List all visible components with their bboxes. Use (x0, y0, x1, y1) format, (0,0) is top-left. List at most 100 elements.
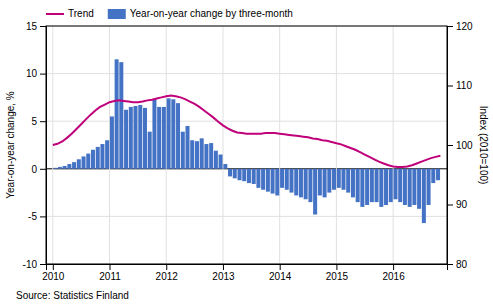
x-axis: 2010201120122013201420152016 (42, 264, 447, 282)
bar (152, 99, 156, 168)
bar (417, 169, 421, 209)
bar (308, 169, 312, 202)
tick-label: 120 (456, 21, 473, 32)
tick: 2011 (99, 264, 121, 282)
tick-label: 100 (456, 140, 473, 151)
bar (195, 141, 199, 169)
bar (271, 169, 275, 194)
tick-label: -10 (23, 259, 38, 270)
bar (105, 140, 109, 169)
tick: 2014 (269, 264, 292, 282)
bar (53, 167, 57, 169)
bar (346, 169, 350, 193)
grid-line (166, 26, 167, 264)
bar (171, 99, 175, 168)
grid (46, 26, 447, 264)
bar (77, 159, 81, 169)
bar (167, 98, 171, 168)
bar (100, 144, 104, 169)
bar (403, 169, 407, 205)
bar (186, 126, 190, 169)
tick-mark (280, 264, 281, 270)
tick-label: 5 (31, 116, 37, 127)
y2-axis: 8090100110120 (447, 21, 473, 270)
bar (129, 107, 133, 169)
bar (72, 162, 76, 169)
bar (351, 169, 355, 198)
tick: -10 (23, 259, 46, 270)
bar (82, 156, 86, 168)
legend-item: Trend (46, 8, 94, 19)
bar (323, 169, 327, 198)
tick-label: 0 (31, 164, 37, 175)
bar (261, 169, 265, 190)
tick: 15 (26, 21, 46, 32)
x-axis-line (47, 265, 448, 271)
grid-line (46, 216, 447, 217)
bar (119, 62, 123, 169)
tick-label: 2015 (326, 271, 349, 282)
bar (162, 107, 166, 169)
bar (96, 147, 100, 169)
tick-mark (40, 169, 46, 170)
tick: 2010 (42, 264, 65, 282)
tick-mark (166, 264, 167, 270)
tick: 2016 (382, 264, 405, 282)
tick-mark (40, 26, 46, 27)
y2-axis-line (448, 27, 454, 265)
legend: TrendYear-on-year change by three-month (46, 8, 293, 19)
tick-mark (40, 121, 46, 122)
bar (337, 169, 341, 188)
tick-mark (447, 26, 453, 27)
bar (313, 169, 317, 215)
bar (408, 169, 412, 207)
bar (67, 164, 71, 169)
bar (181, 132, 185, 169)
bar (124, 110, 128, 169)
tick: 80 (447, 259, 468, 270)
legend-swatch (108, 9, 126, 19)
tick-mark (223, 264, 224, 270)
tick: 110 (447, 80, 472, 91)
tick-label: 2016 (382, 271, 405, 282)
grid-line (46, 121, 447, 122)
bars (53, 59, 440, 223)
bar (228, 169, 232, 177)
tick-label: 110 (456, 80, 472, 91)
bar (209, 143, 213, 169)
bar (356, 169, 360, 202)
bar (91, 150, 95, 169)
tick-label: 80 (456, 259, 468, 270)
tick-label: 15 (26, 21, 38, 32)
grid-line (279, 26, 280, 264)
tick: 5 (31, 116, 46, 127)
grid-line (393, 26, 394, 264)
chart: 2010201120122013201420152016-10-50510158… (0, 0, 493, 304)
bar (280, 169, 284, 188)
tick-mark (110, 264, 111, 270)
bar (299, 169, 303, 198)
tick-mark (447, 86, 453, 87)
lines (53, 96, 441, 167)
tick: -5 (28, 211, 46, 222)
bar (360, 169, 364, 207)
bar (238, 169, 242, 180)
bar (379, 169, 383, 207)
bar (247, 169, 251, 183)
tick-mark (447, 205, 453, 206)
bar (223, 164, 227, 169)
grid-line (109, 26, 110, 264)
bar (389, 169, 393, 202)
bar (289, 169, 293, 193)
bar (384, 169, 388, 205)
y-axis-title: Year-on-year change, % (5, 91, 16, 199)
bar (190, 140, 194, 169)
bar (431, 169, 435, 183)
tick-mark (40, 264, 46, 265)
bar (332, 169, 336, 190)
y-axis: -10-5051015 (23, 21, 47, 270)
bar (412, 169, 416, 205)
tick: 0 (31, 164, 46, 175)
tick: 120 (447, 21, 473, 32)
legend-swatch (46, 13, 64, 15)
